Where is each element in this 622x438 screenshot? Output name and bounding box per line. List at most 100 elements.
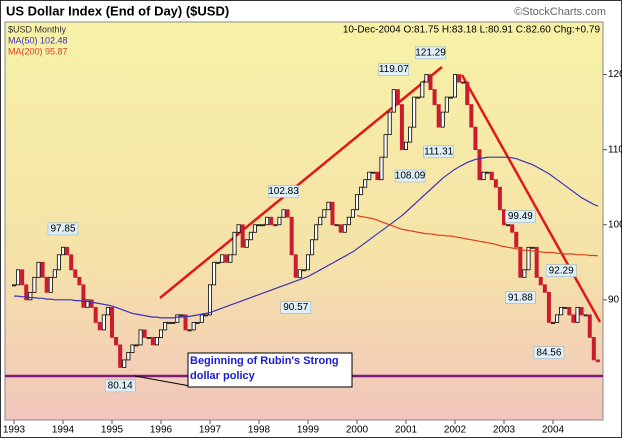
candle bbox=[228, 254, 233, 263]
candle bbox=[326, 201, 331, 211]
candle bbox=[551, 321, 556, 324]
callout-line bbox=[134, 375, 191, 387]
candle bbox=[522, 269, 527, 278]
x-tick-label: 2004 bbox=[542, 425, 565, 436]
candle bbox=[510, 224, 515, 233]
candle bbox=[191, 321, 196, 331]
candle bbox=[187, 329, 192, 332]
price-label-box bbox=[47, 222, 79, 236]
candle bbox=[383, 134, 388, 158]
candle bbox=[36, 261, 41, 278]
candle bbox=[301, 269, 306, 272]
candle bbox=[199, 314, 204, 323]
candle bbox=[277, 216, 282, 226]
candle bbox=[171, 321, 176, 324]
candle bbox=[297, 269, 302, 278]
price-label-box bbox=[533, 346, 565, 359]
candle bbox=[342, 224, 347, 233]
candle bbox=[399, 104, 404, 151]
candle bbox=[526, 246, 531, 271]
candle bbox=[371, 171, 376, 174]
candle bbox=[126, 352, 131, 361]
legend-entry: MA(200) 95.87 bbox=[8, 46, 68, 56]
candle bbox=[530, 246, 535, 249]
candle bbox=[575, 306, 580, 323]
candle bbox=[158, 329, 163, 338]
candle bbox=[563, 306, 568, 309]
candle bbox=[273, 224, 278, 227]
price-label-box bbox=[394, 169, 426, 183]
candle bbox=[583, 314, 588, 317]
candle bbox=[387, 111, 392, 136]
candle bbox=[105, 306, 110, 316]
price-label-box bbox=[505, 210, 536, 223]
candle bbox=[48, 276, 53, 293]
candle bbox=[481, 171, 486, 181]
candle bbox=[285, 209, 290, 218]
candle bbox=[546, 291, 551, 323]
candle bbox=[338, 224, 343, 233]
candle bbox=[354, 194, 359, 211]
candle bbox=[461, 81, 466, 84]
candle bbox=[110, 306, 115, 338]
candle bbox=[138, 329, 143, 346]
candle bbox=[56, 254, 61, 271]
candle bbox=[432, 89, 437, 106]
candle bbox=[114, 336, 119, 346]
price-label-box bbox=[268, 185, 299, 198]
candle bbox=[448, 96, 453, 99]
candle bbox=[497, 186, 502, 211]
x-tick-label: 2000 bbox=[346, 425, 369, 436]
candle bbox=[203, 314, 208, 317]
candle bbox=[587, 314, 592, 338]
x-tick-label: 1997 bbox=[199, 425, 222, 436]
price-label: 119.07 bbox=[379, 64, 409, 75]
candle bbox=[412, 96, 417, 128]
price-label: 92.29 bbox=[549, 265, 574, 276]
legend-entry: MA(50) 102.48 bbox=[8, 35, 68, 45]
candle bbox=[506, 224, 511, 227]
candle bbox=[69, 254, 74, 271]
price-label-box bbox=[280, 301, 311, 314]
x-tick-label: 1996 bbox=[150, 425, 173, 436]
candle bbox=[567, 306, 572, 316]
candle bbox=[416, 96, 421, 99]
candle bbox=[207, 284, 212, 316]
candle bbox=[534, 246, 539, 278]
price-label: 111.31 bbox=[424, 146, 454, 157]
candle bbox=[61, 246, 66, 256]
candle bbox=[224, 254, 229, 263]
ma-line bbox=[356, 215, 598, 257]
candle bbox=[595, 359, 600, 363]
x-tick-label: 2003 bbox=[493, 425, 516, 436]
candle bbox=[457, 74, 462, 83]
candle bbox=[281, 209, 286, 218]
candle bbox=[395, 89, 400, 106]
candle bbox=[212, 261, 217, 286]
candle bbox=[11, 284, 16, 287]
candle bbox=[32, 276, 37, 293]
candle bbox=[367, 171, 372, 181]
candle bbox=[232, 231, 237, 256]
candle bbox=[346, 216, 351, 226]
candle bbox=[244, 239, 249, 248]
y-tick-label: 120 bbox=[608, 69, 622, 80]
candle bbox=[314, 224, 319, 241]
candle bbox=[424, 74, 429, 83]
price-label: 90.57 bbox=[283, 302, 308, 313]
annotation: Beginning of Rubin's Strong dollar polic… bbox=[190, 355, 339, 382]
price-label: 99.49 bbox=[508, 211, 533, 222]
candle bbox=[175, 314, 180, 323]
candle bbox=[493, 179, 498, 188]
candle bbox=[240, 224, 245, 248]
x-tick-label: 1998 bbox=[248, 425, 271, 436]
candle bbox=[420, 81, 425, 98]
price-label: 121.29 bbox=[415, 48, 446, 59]
candle bbox=[20, 269, 25, 286]
candle bbox=[93, 306, 98, 323]
annotation-box bbox=[187, 352, 353, 388]
candle bbox=[134, 344, 139, 347]
candle bbox=[16, 269, 21, 286]
candle bbox=[28, 291, 33, 301]
price-label: 84.56 bbox=[536, 347, 561, 358]
